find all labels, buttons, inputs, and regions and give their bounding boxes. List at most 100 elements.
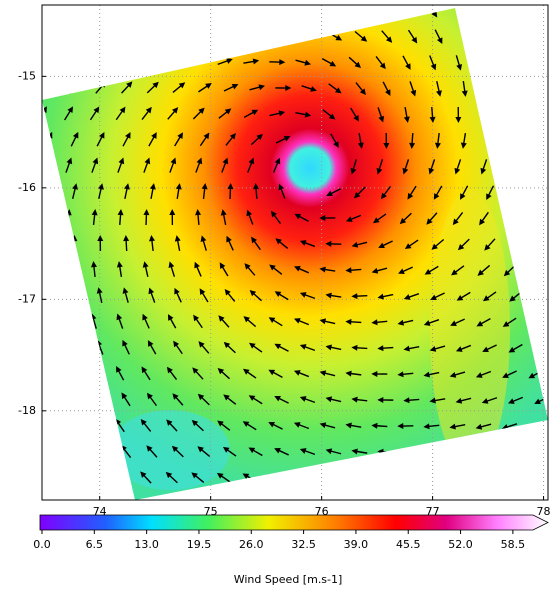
wind-arrow-head [121,5,128,11]
wind-arrow-head [507,117,513,123]
wind-arrow-head [153,31,160,37]
wind-arrow-head [200,58,207,63]
wind-arrow-head [233,32,239,38]
wind-arrow-head [40,158,46,165]
wind-arrow [166,7,179,12]
wind-arrow-head [147,56,154,62]
wind-arrow [114,6,126,13]
colorbar-tick-label: 52.0 [448,538,473,551]
wind-arrow-head [532,219,538,226]
wind-arrow [302,34,315,38]
wind-arrow-head [482,450,489,456]
wind-arrow [65,472,73,484]
wind-arrow [89,6,101,14]
wind-arrow-head [268,474,275,479]
wind-arrow-head [65,313,71,320]
wind-arrow-head [71,287,77,293]
wind-arrow-head [96,392,102,399]
wind-arrow-head [45,287,51,293]
wind-arrow [533,212,540,224]
wind-arrow-head [180,32,187,37]
colorbar-tick-label: 26.0 [239,538,264,551]
wind-arrow [269,9,283,11]
wind-arrow-head [70,392,75,399]
wind-arrow [97,394,104,406]
wind-arrow-head [351,500,357,506]
wind-arrow-head [200,6,207,12]
wind-arrow [44,82,52,93]
wind-arrow [506,212,514,224]
wind-arrow-head [285,33,291,39]
wind-arrow-head [455,450,461,456]
y-tick-label: -18 [18,404,36,417]
wind-arrow-head [95,445,101,452]
wind-arrow-head [42,55,48,61]
wind-arrow [536,55,537,69]
wind-arrow [89,57,99,67]
x-tick-label: 78 [537,505,550,518]
wind-arrow-head [481,502,487,508]
wind-arrow [488,29,492,42]
wind-arrow [47,185,50,199]
wind-arrow [353,503,367,506]
wind-arrow-head [488,38,494,45]
wind-arrow-head [355,9,362,15]
wind-arrow-head [529,321,536,327]
wind-arrow-head [449,475,455,481]
wind-arrow-head [507,168,513,175]
wind-arrow-head [535,347,542,353]
colorbar-tick-label: 19.5 [187,538,212,551]
wind-arrow [115,57,125,66]
wind-arrow [530,476,543,480]
wind-arrow [483,55,486,69]
wind-arrow-head [423,475,429,481]
wind-arrow-head [511,244,517,251]
wind-arrow [276,501,289,507]
wind-arrow [63,6,74,15]
wind-arrow-head [279,7,285,13]
colorbar-label: Wind Speed [m.s-1] [234,573,343,586]
wind-arrow [457,503,471,504]
wind-arrow-head [120,497,126,503]
wind-arrow [457,451,471,453]
wind-arrow-head [206,32,213,38]
wind-arrow-head [90,418,96,425]
colorbar-tick-label: 45.5 [396,538,421,551]
wind-arrow [70,82,79,93]
wind-arrow [322,476,335,480]
wind-arrow-head [508,12,514,19]
wind-arrow [96,446,104,458]
wind-arrow [375,5,385,15]
wind-arrow [405,504,419,505]
wind-arrow-head [429,449,435,455]
wind-arrow [328,502,342,506]
wind-arrow-head [530,270,536,276]
wind-arrow [68,263,69,277]
wind-arrow-head [512,193,517,200]
wind-arrow [483,450,497,453]
wind-arrow-head [488,91,494,97]
wind-arrow [71,446,78,458]
wind-arrow-head [463,38,469,45]
wind-arrow [46,341,50,355]
wind-arrow [296,8,309,12]
wind-arrow-head [406,10,412,17]
wind-arrow-head [274,500,281,505]
wind-arrow [249,36,263,37]
wind-arrow-head [75,30,81,36]
wind-arrow-head [46,183,52,190]
wind-arrow [541,29,544,43]
wind-arrow [224,500,236,508]
wind-arrow [250,501,262,508]
wind-arrow [373,477,387,479]
wind-arrow-head [115,471,121,478]
wind-arrow-head [377,501,383,507]
wind-arrow [223,35,237,38]
wind-arrow [490,81,491,95]
wind-arrow-head [48,81,54,88]
wind-arrow-head [38,418,43,425]
wind-arrow [73,289,75,303]
wind-arrow [47,289,49,303]
wind-arrow-head [227,7,233,13]
wind-arrow-head [45,235,51,241]
